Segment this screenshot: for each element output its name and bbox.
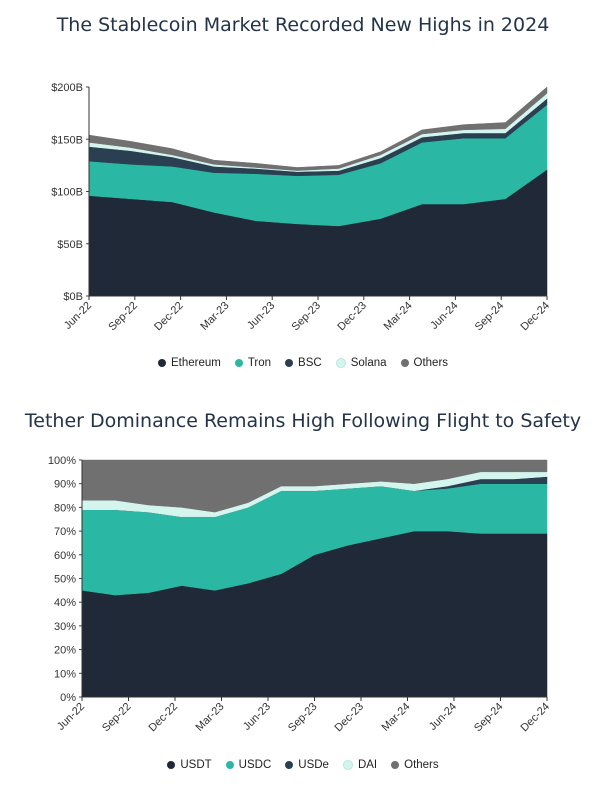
chart1-title: The Stablecoin Market Recorded New Highs… (56, 14, 550, 36)
y-tick-label: 20% (54, 645, 76, 657)
legend-swatch (225, 761, 234, 769)
legend-swatch (391, 761, 400, 769)
legend-item-bsc: BSC (285, 357, 322, 369)
legend-label: DAI (357, 759, 378, 771)
area-others (88, 86, 548, 171)
legend-item-dai: DAI (342, 759, 378, 771)
legend-label: Others (404, 759, 439, 771)
legend-label: Solana (350, 357, 387, 369)
x-tick-label: Dec-23 (335, 300, 369, 334)
x-tick-label: Sep-23 (286, 701, 320, 735)
x-tick-label: Dec-24 (519, 701, 553, 735)
legend-item-usde: USDe (285, 759, 329, 771)
legend-item-tron: Tron (234, 357, 272, 369)
x-tick-label: Jun-23 (245, 300, 277, 332)
x-tick-label: Jun-23 (241, 701, 273, 733)
x-tick-label: Mar-23 (198, 300, 231, 333)
legend-item-solana: Solana (335, 357, 387, 369)
y-tick-label: 50% (54, 574, 76, 586)
chart2-legend: USDT USDC USDe DAI Others (0, 759, 606, 771)
x-tick-label: Mar-23 (193, 701, 226, 734)
x-tick-label: Dec-23 (333, 701, 367, 735)
x-tick-label: Sep-24 (472, 701, 506, 735)
legend-item-usdt: USDT (167, 759, 212, 771)
legend-swatch (342, 760, 353, 770)
legend-label: Tron (247, 357, 272, 369)
legend-swatch (400, 359, 409, 367)
x-tick-label: Sep-22 (106, 300, 140, 334)
y-tick-label: $200B (51, 82, 83, 94)
legend-item-ethereum: Ethereum (157, 357, 221, 369)
legend-label: Others (413, 357, 449, 369)
y-tick-label: 70% (54, 526, 76, 538)
x-tick-label: Jun-22 (62, 300, 94, 332)
chart2-plot: 0% 10% 20% 30% 40% 50% 60% 70% 80% 90% 100% Jun-22 S… (48, 455, 553, 735)
legend-label: USDe (298, 759, 329, 771)
y-tick-label: 100% (48, 455, 76, 467)
y-tick-label: $0B (63, 291, 83, 303)
legend-swatch (234, 359, 243, 367)
legend-swatch (335, 358, 346, 368)
chart1-legend: Ethereum Tron BSC Solana Others (0, 357, 606, 369)
legend-swatch (167, 761, 176, 769)
y-tick-label: $100B (51, 187, 83, 199)
legend-label: BSC (298, 357, 322, 369)
legend-item-usdc: USDC (225, 759, 272, 771)
y-tick-label: 80% (54, 502, 76, 514)
legend-swatch (157, 359, 166, 367)
y-tick-label: 30% (54, 621, 76, 633)
legend-item-others: Others (391, 759, 439, 771)
x-tick-label: Sep-24 (473, 300, 507, 334)
y-tick-label: $150B (51, 134, 83, 146)
y-tick-label: $50B (57, 239, 83, 251)
y-tick-label: 0% (60, 692, 76, 704)
legend-label: USDT (180, 759, 212, 771)
chart2-title: Tether Dominance Remains High Following … (24, 410, 582, 432)
chart1-plot: $0B $50B $100B $150B $200B Jun-22 Sep-22 Dec-22… (51, 82, 553, 334)
x-tick-label: Dec-22 (152, 300, 186, 334)
x-tick-label: Jun-22 (55, 701, 87, 733)
legend-swatch (285, 761, 294, 769)
y-tick-label: 90% (54, 479, 76, 491)
y-tick-label: 60% (54, 550, 76, 562)
x-tick-label: Mar-24 (379, 701, 412, 734)
x-tick-label: Mar-24 (382, 300, 415, 333)
area-others (81, 459, 548, 513)
legend-swatch (285, 359, 294, 367)
legend-label: Ethereum (170, 357, 221, 369)
legend-label: USDC (238, 759, 272, 771)
x-tick-label: Sep-23 (290, 300, 324, 334)
legend-item-others: Others (400, 357, 449, 369)
y-tick-label: 10% (54, 668, 76, 680)
x-tick-label: Jun-24 (427, 701, 459, 733)
x-tick-label: Dec-24 (519, 300, 553, 334)
x-tick-label: Jun-24 (428, 300, 460, 332)
x-tick-label: Sep-22 (100, 701, 134, 735)
x-tick-label: Dec-22 (147, 701, 181, 735)
y-tick-label: 40% (54, 597, 76, 609)
